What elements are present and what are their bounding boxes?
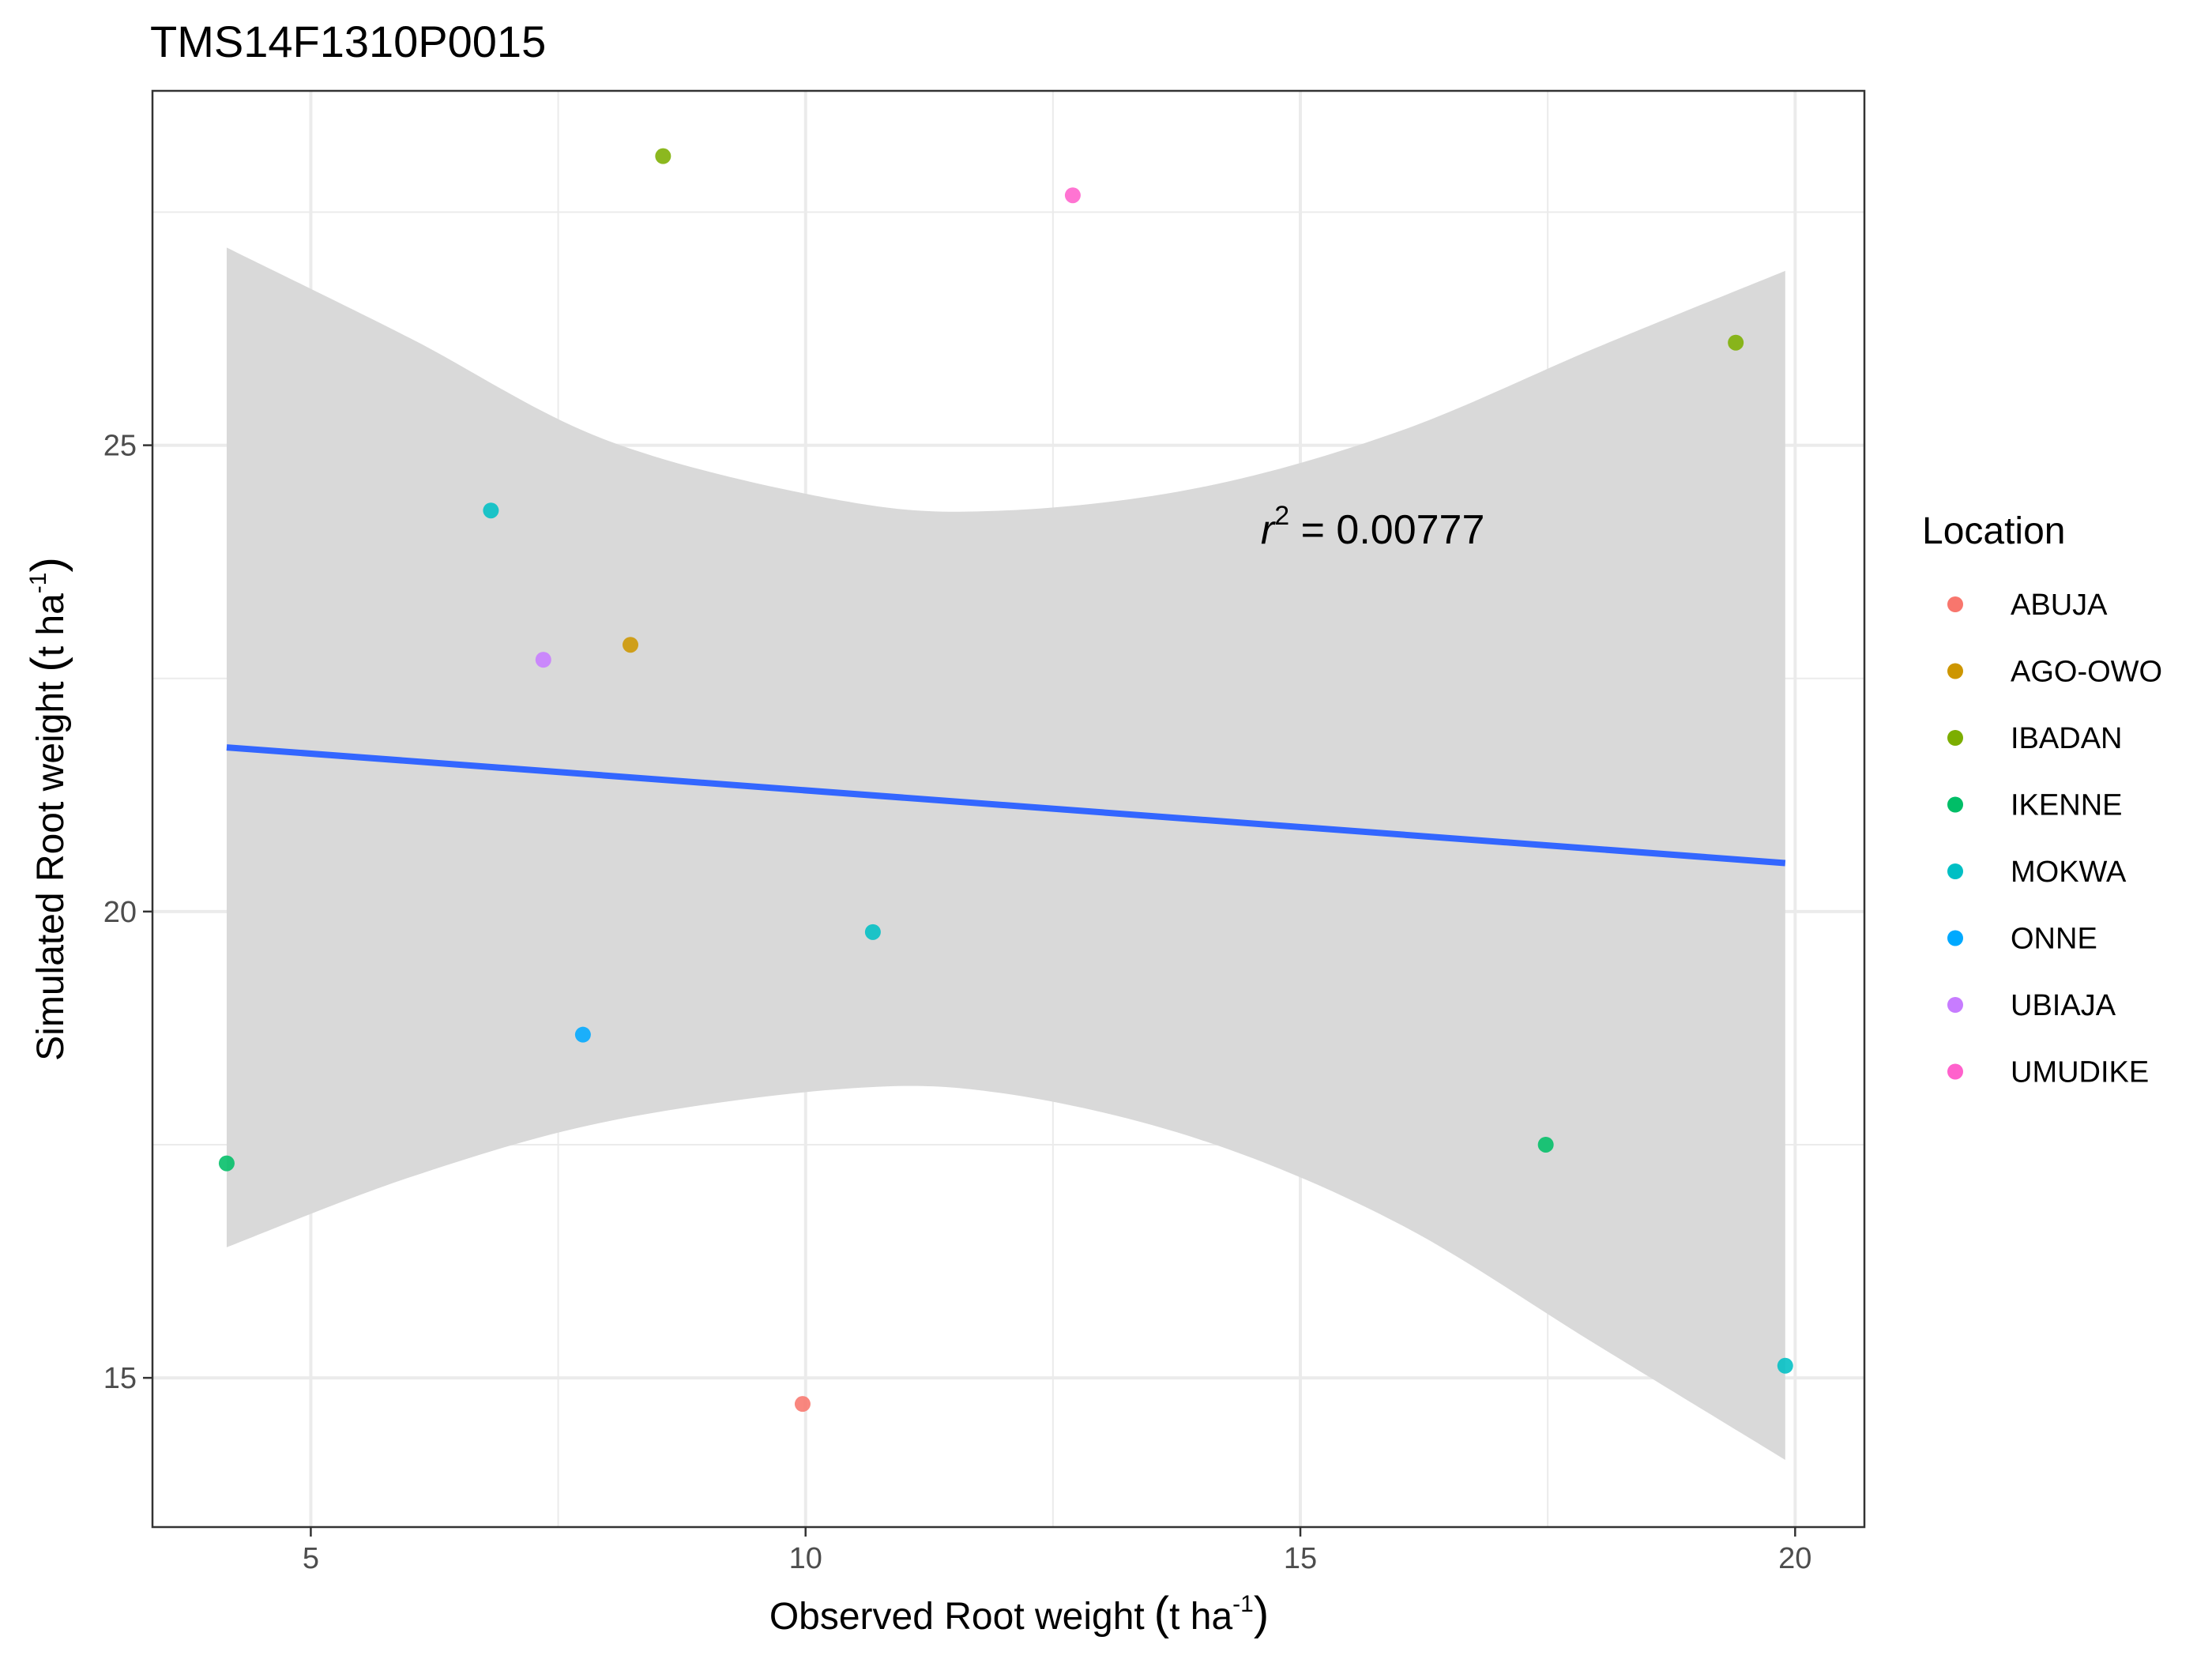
grid (152, 91, 1864, 1527)
r-symbol: r (1261, 507, 1277, 553)
data-point-ubiaja (535, 652, 551, 668)
data-point-abuja (794, 1396, 811, 1413)
data-point-umudike (1064, 187, 1081, 204)
legend-title: Location (1922, 510, 2065, 552)
legend-key-ubiaja (1947, 997, 1963, 1013)
y-tick-label: 15 (103, 1362, 137, 1395)
legend-key-umudike (1947, 1063, 1963, 1080)
legend-label-ibadan: IBADAN (2011, 722, 2122, 755)
r-squared-annotation: r2 = 0.00777 (1261, 501, 1484, 553)
data-point-ibadan (1728, 334, 1744, 351)
legend-key-ago-owo (1947, 663, 1963, 679)
x-axis-label: Observed Root weight (t ha-1) (769, 1588, 1269, 1639)
r-squared-value: = 0.00777 (1289, 507, 1484, 553)
y-axis-label-exponent: -1 (25, 572, 51, 593)
legend-label-mokwa: MOKWA (2011, 856, 2127, 889)
data-point-ago-owo (623, 637, 639, 653)
data-point-ibadan (655, 148, 672, 164)
data-point-ikenne (218, 1155, 235, 1172)
legend-key-mokwa (1947, 863, 1963, 879)
legend-label-onne: ONNE (2011, 923, 2097, 956)
axis-ticks: 5 10 15 20 15 20 25 (103, 430, 1812, 1575)
data-points (218, 148, 1793, 1413)
data-point-mokwa (864, 924, 881, 940)
legend-entries: ABUJA AGO-OWO IBADAN IKENNE MOKWA ONNE UBIAJA U… (1947, 589, 2162, 1089)
legend-key-abuja (1947, 596, 1963, 612)
x-tick-label: 20 (1778, 1542, 1811, 1575)
legend-key-ikenne (1947, 796, 1963, 813)
x-tick-label: 15 (1284, 1542, 1317, 1575)
legend-label-umudike: UMUDIKE (2011, 1056, 2149, 1089)
x-axis-label-paren-open: ( (1154, 1588, 1169, 1639)
legend-key-ibadan (1947, 730, 1963, 746)
x-axis-label-unit: t ha (1169, 1596, 1232, 1638)
legend-label-ubiaja: UBIAJA (2011, 989, 2116, 1022)
regression-line (226, 744, 1786, 867)
y-axis-label: Simulated Root weight (t ha-1) (22, 557, 73, 1061)
x-tick-label: 10 (789, 1542, 822, 1575)
x-axis-label-exponent: -1 (1232, 1591, 1254, 1617)
confidence-band (226, 247, 1785, 1461)
chart-title: TMS14F1310P0015 (150, 17, 546, 66)
legend-label-abuja: ABUJA (2011, 589, 2108, 622)
y-tick-label: 20 (103, 896, 137, 929)
plot-border (151, 89, 1866, 1529)
legend-label-ago-owo: AGO-OWO (2011, 656, 2162, 689)
x-axis-label-text: Observed Root weight (769, 1596, 1145, 1638)
legend: Location ABUJA AGO-OWO IBADAN IKENNE MOKWA ON… (1922, 510, 2162, 1089)
y-axis-label-unit: t ha (30, 593, 72, 656)
legend-label-ikenne: IKENNE (2011, 789, 2122, 822)
y-axis-label-paren-open: ( (22, 656, 73, 672)
data-point-onne (574, 1026, 591, 1043)
data-point-mokwa (1777, 1357, 1793, 1374)
x-tick-label: 5 (303, 1542, 319, 1575)
y-tick-label: 25 (103, 430, 137, 463)
y-axis-label-text: Simulated Root weight (30, 682, 72, 1061)
y-axis-label-paren-close: ) (22, 557, 73, 572)
r-squared-exponent: 2 (1274, 501, 1289, 531)
data-point-mokwa (483, 502, 499, 519)
legend-key-onne (1947, 930, 1963, 946)
data-point-ikenne (1537, 1136, 1554, 1153)
x-axis-label-paren-close: ) (1254, 1588, 1269, 1639)
